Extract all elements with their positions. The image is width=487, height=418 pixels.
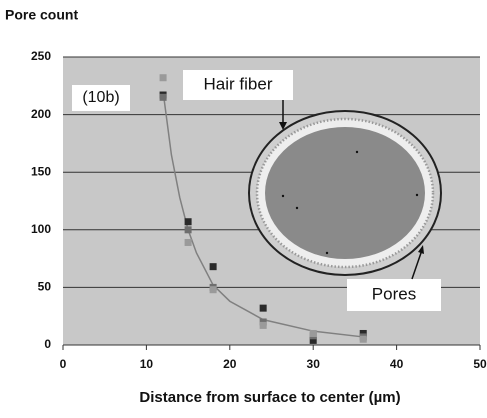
chart-title: Pore count bbox=[5, 7, 78, 23]
trend-line bbox=[162, 91, 364, 338]
point bbox=[184, 238, 192, 246]
label-box bbox=[347, 279, 441, 311]
marks bbox=[159, 74, 367, 344]
point bbox=[184, 226, 192, 234]
point bbox=[259, 321, 267, 329]
y-tick-label: 150 bbox=[31, 164, 51, 178]
label-box bbox=[183, 70, 293, 100]
y-tick-label: 50 bbox=[38, 280, 52, 294]
y-tick-label: 200 bbox=[31, 107, 51, 121]
x-tick-label: 40 bbox=[390, 357, 404, 371]
x-tick-label: 10 bbox=[140, 357, 154, 371]
x-tick-label: 30 bbox=[307, 357, 321, 371]
point bbox=[359, 335, 367, 343]
arrow-head bbox=[279, 122, 287, 130]
x-tick-label: 20 bbox=[223, 357, 237, 371]
y-tick-label: 0 bbox=[44, 337, 51, 351]
annotation: Pores bbox=[372, 284, 416, 303]
point bbox=[209, 263, 217, 271]
hair-fiber-drawing bbox=[248, 110, 442, 276]
arrow bbox=[411, 249, 423, 280]
y-tick-label: 100 bbox=[31, 222, 51, 236]
point bbox=[184, 218, 192, 226]
annotation: (10b) bbox=[82, 89, 119, 106]
point bbox=[209, 286, 217, 294]
point bbox=[159, 93, 167, 101]
arrow-head bbox=[418, 245, 424, 254]
point bbox=[309, 336, 317, 344]
x-tick-label: 50 bbox=[473, 357, 487, 371]
point bbox=[309, 329, 317, 337]
annotation: Hair fiber bbox=[204, 74, 273, 93]
x-axis-label: Distance from surface to center (µm) bbox=[139, 389, 400, 406]
point bbox=[259, 304, 267, 312]
y-tick-label: 250 bbox=[31, 49, 51, 63]
x-tick-label: 0 bbox=[60, 357, 67, 371]
point bbox=[159, 74, 167, 82]
label-box bbox=[72, 85, 130, 111]
